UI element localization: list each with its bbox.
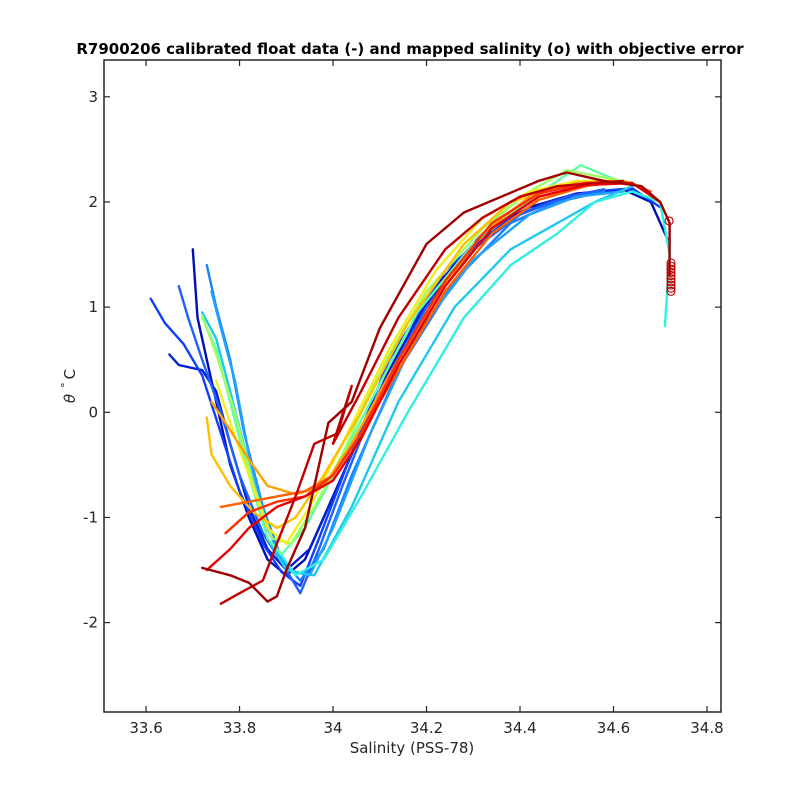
x-tick-label: 34.6 xyxy=(597,719,630,737)
profile-line-11 xyxy=(214,179,643,545)
mapped-salinity-point xyxy=(666,264,676,274)
profile-line-17 xyxy=(219,179,624,605)
mapped-salinity-point xyxy=(666,286,676,296)
profile-line-4 xyxy=(177,188,606,595)
mapped-salinity-point xyxy=(666,283,676,293)
mapped-salinity-point xyxy=(664,216,674,226)
profile-line-13 xyxy=(210,179,615,496)
mapped-salinity-point xyxy=(666,277,676,287)
x-tick-label: 34.4 xyxy=(503,719,536,737)
y-tick-label: 0 xyxy=(88,403,98,421)
mapped-salinity-point xyxy=(666,271,676,281)
y-axis-label: θ ° C xyxy=(59,369,79,403)
mapped-salinity-point xyxy=(666,267,676,277)
mapped-salinity-point xyxy=(666,280,676,290)
x-tick-label: 34 xyxy=(323,719,342,737)
y-tick-label: -1 xyxy=(83,508,98,526)
tick-layer: 33.6 33.8 34 34.2 34.4 34.6 34.8 -2 -1 0 1 2 3 xyxy=(83,60,724,737)
mapped-salinity-layer xyxy=(664,216,676,296)
y-tick-label: 2 xyxy=(88,193,98,211)
series-layer xyxy=(149,163,671,605)
svg-text:θ°C: θ ° C xyxy=(59,369,79,403)
plot-area xyxy=(104,60,721,712)
y-tick-label: 1 xyxy=(88,298,98,316)
x-tick-label: 33.6 xyxy=(129,719,162,737)
profile-line-15 xyxy=(224,181,634,535)
profile-line-16 xyxy=(205,181,662,572)
mapped-salinity-point xyxy=(666,261,676,271)
y-tick-label: -2 xyxy=(83,614,98,632)
y-label-degree: ° xyxy=(59,382,72,388)
x-tick-label: 33.8 xyxy=(223,719,256,737)
x-tick-label: 34.8 xyxy=(690,719,723,737)
profile-line-6 xyxy=(210,190,624,577)
y-label-unit: C xyxy=(61,369,79,379)
profile-line-18 xyxy=(200,171,671,603)
x-axis-label: Salinity (PSS-78) xyxy=(350,739,475,757)
chart-title: R7900206 calibrated float data (-) and m… xyxy=(76,40,744,58)
x-tick-label: 34.2 xyxy=(410,719,443,737)
y-label-theta: θ xyxy=(61,394,79,403)
mapped-salinity-point xyxy=(666,274,676,284)
y-tick-label: 3 xyxy=(88,88,98,106)
mapped-salinity-point xyxy=(666,258,676,268)
axes-box xyxy=(103,59,722,713)
